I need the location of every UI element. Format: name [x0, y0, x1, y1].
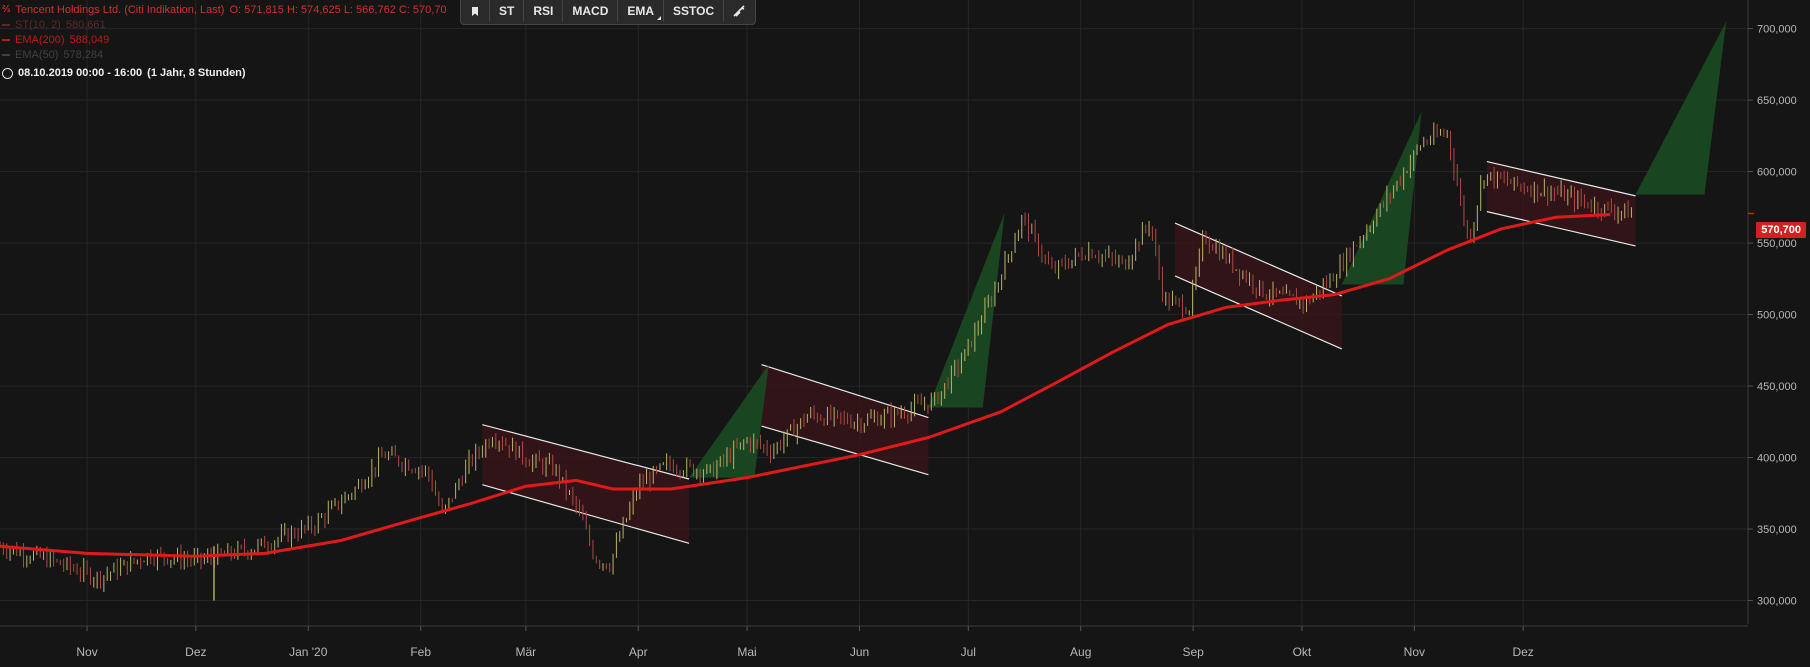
target-triangle — [928, 213, 1005, 408]
x-tick-label: Okt — [1293, 645, 1312, 659]
x-tick-label: Mai — [737, 645, 756, 659]
x-tick-label: Jul — [961, 645, 976, 659]
x-tick-label: Nov — [76, 645, 97, 659]
chart-grid — [0, 0, 1748, 626]
indicator-value: 578,284 — [63, 49, 104, 61]
y-tick-label: 350,000 — [1757, 524, 1797, 536]
ema-button[interactable]: EMA — [618, 0, 665, 22]
legend-swatch — [2, 24, 10, 26]
bookmark-button[interactable] — [461, 0, 490, 22]
instrument-header: ⅔ Tencent Holdings Ltd. (Citi Indikation… — [2, 3, 447, 17]
target-triangles — [689, 21, 1727, 478]
x-tick-label: Jan '20 — [289, 645, 328, 659]
channel-fill — [1175, 223, 1342, 349]
draw-tool-button[interactable] — [724, 0, 755, 22]
y-tick-label: 700,000 — [1757, 24, 1797, 36]
sstoc-button[interactable]: SSTOC — [664, 0, 725, 22]
y-tick-label: 550,000 — [1757, 238, 1797, 250]
macd-button[interactable]: MACD — [563, 0, 619, 22]
x-tick-label: Nov — [1404, 645, 1425, 659]
st-button[interactable]: ST — [490, 0, 525, 22]
indicator-value: 580,661 — [65, 19, 106, 31]
x-axis[interactable]: Nov Dez Jan '20 Feb Mär Apr Mai Jun Jul Aug Sep Okt… — [0, 625, 1748, 659]
ema200-line — [0, 213, 1611, 558]
x-tick-label: Jun — [850, 645, 869, 659]
channel-lower-line — [482, 484, 690, 544]
x-tick-label: Dez — [1512, 645, 1533, 659]
indicator-ema50-legend[interactable]: EMA(50) 578,284 — [2, 48, 103, 62]
indicator-label: ST(10, 2) — [15, 19, 61, 31]
time-range[interactable]: 08.10.2019 00:00 - 16:00 (1 Jahr, 8 Stun… — [2, 66, 246, 80]
channel-lower-line — [761, 425, 929, 476]
indicator-label: EMA(50) — [15, 49, 59, 61]
legend-swatch — [2, 39, 10, 41]
y-tick-label: 600,000 — [1757, 167, 1797, 179]
instrument-title: Tencent Holdings Ltd. (Citi Indikation, … — [15, 4, 225, 16]
indicator-toolbar: ST RSI MACD EMA SSTOC — [460, 0, 757, 25]
x-tick-label: Aug — [1070, 645, 1091, 659]
dropdown-corner-icon — [657, 16, 662, 20]
last-price-tag: 570,700 — [1756, 222, 1806, 238]
channel-upper-line — [482, 424, 690, 480]
rsi-button[interactable]: RSI — [524, 0, 564, 22]
y-tick-label: 650,000 — [1757, 95, 1797, 107]
legend-swatch — [2, 54, 10, 56]
y-axis[interactable]: 300,000 350,000 400,000 450,000 500,000 550,0… — [1747, 0, 1797, 624]
time-range-detail: (1 Jahr, 8 Stunden) — [147, 67, 246, 79]
time-range-label: 08.10.2019 00:00 - 16:00 — [18, 67, 143, 79]
indicator-st-legend[interactable]: ST(10, 2) 580,661 — [2, 18, 106, 32]
bookmark-icon — [472, 6, 478, 16]
y-tick-label: 400,000 — [1757, 453, 1797, 465]
instrument-logo-icon: ⅔ — [2, 4, 11, 15]
x-tick-label: Feb — [410, 645, 431, 659]
channel-lower-line — [1486, 211, 1636, 247]
channel-lower-line — [1174, 275, 1343, 350]
clock-icon — [2, 67, 13, 79]
ema200-path — [0, 213, 1611, 558]
target-triangle — [1341, 111, 1422, 285]
indicator-label: EMA(200) — [15, 34, 65, 46]
draw-tool-icon — [733, 5, 745, 17]
ohlc-readout: O: 571,815 H: 574,625 L: 566,762 C: 570,… — [229, 4, 447, 16]
target-triangle — [689, 364, 769, 478]
channel-upper-line — [1486, 160, 1636, 197]
ema-button-label: EMA — [627, 4, 655, 18]
y-tick-label: 300,000 — [1757, 596, 1797, 608]
target-triangle — [1635, 21, 1727, 195]
channel-upper-line — [761, 364, 929, 419]
indicator-value: 588,049 — [69, 34, 110, 46]
x-tick-label: Mär — [516, 645, 537, 659]
ohlc-bars — [0, 122, 1632, 601]
y-tick-label: 450,000 — [1757, 381, 1797, 393]
y-tick-label: 500,000 — [1757, 310, 1797, 322]
indicator-ema200-legend[interactable]: EMA(200) 588,049 — [2, 33, 109, 47]
x-tick-label: Sep — [1182, 645, 1204, 659]
x-tick-label: Apr — [629, 645, 648, 659]
x-tick-label: Dez — [185, 645, 206, 659]
